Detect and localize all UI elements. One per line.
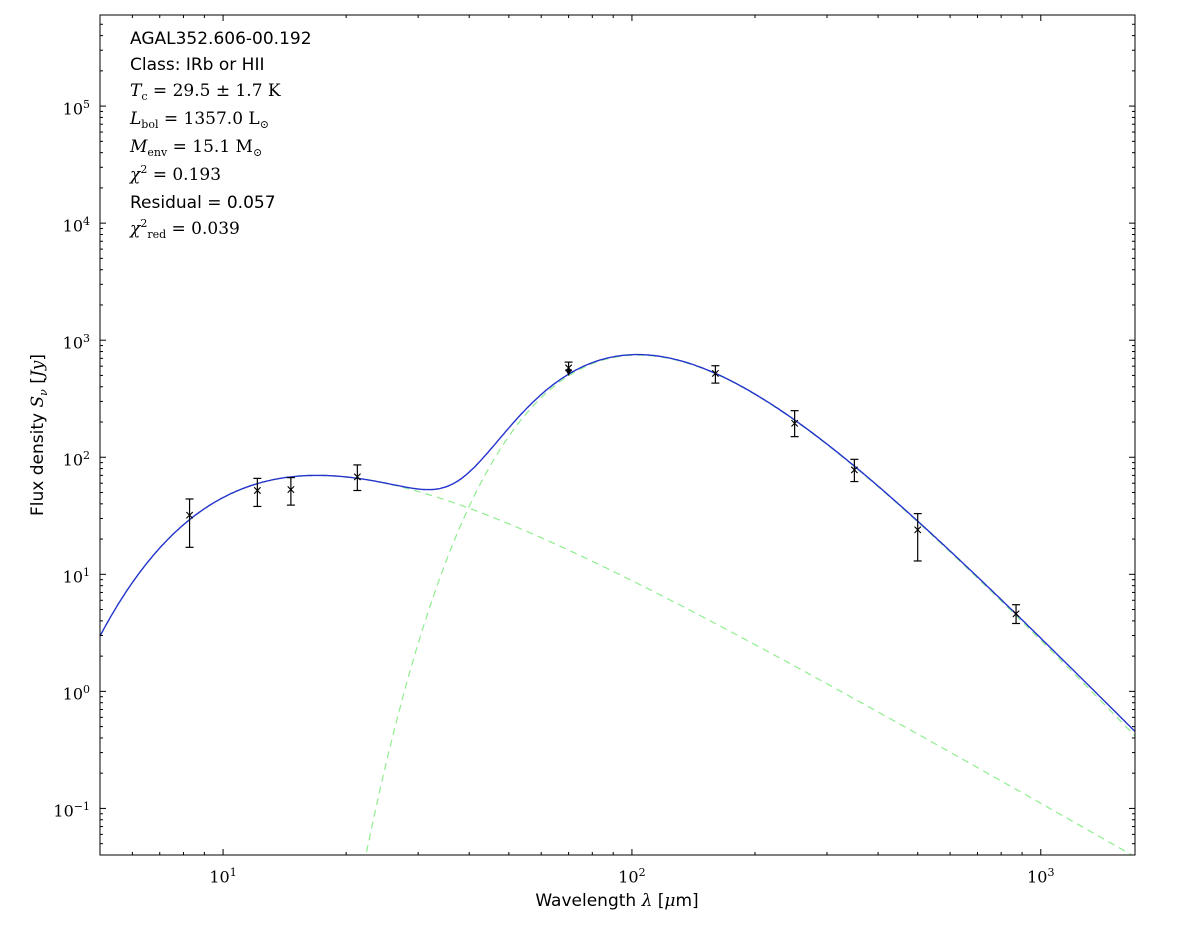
text-segment: c xyxy=(141,90,148,103)
text-segment: Wavelength xyxy=(535,891,642,911)
text-segment: Residual = 0.057 xyxy=(130,193,276,213)
text-segment: μ xyxy=(664,891,676,911)
axes-frame xyxy=(99,14,1136,856)
annotation-dust-temperature: Tc = 29.5 ± 1.7 K xyxy=(130,78,312,106)
total-fit-curve xyxy=(100,353,1135,732)
y-tick-label: 10−1 xyxy=(20,797,90,821)
text-segment: = 0.193 xyxy=(147,165,222,185)
data-point xyxy=(913,513,922,562)
text-segment: = 1357.0 L xyxy=(158,109,260,129)
tick-base: 10 xyxy=(62,450,83,470)
tick-exponent: −1 xyxy=(73,800,90,814)
text-segment: [ xyxy=(652,891,665,911)
text-segment: Jy xyxy=(28,360,48,378)
y-tick-label: 100 xyxy=(20,680,90,704)
text-segment: [ xyxy=(28,377,48,390)
annotation-envelope-mass: Menv = 15.1 M⊙ xyxy=(130,134,312,162)
data-point xyxy=(286,477,295,506)
x-tick-label: 103 xyxy=(1016,863,1066,887)
data-point xyxy=(790,410,799,438)
tick-exponent: 2 xyxy=(83,449,90,463)
warm-component-curve xyxy=(100,474,1134,855)
text-segment: 2 xyxy=(140,217,148,230)
data-point xyxy=(185,498,194,548)
tick-exponent: 2 xyxy=(638,866,646,879)
tick-base: 10 xyxy=(209,867,230,887)
text-segment: m] xyxy=(675,891,699,911)
data-points xyxy=(185,361,1021,625)
text-segment: ⊙ xyxy=(259,118,269,131)
y-tick-label: 104 xyxy=(20,212,90,236)
y-tick-label: 101 xyxy=(20,563,90,587)
text-segment: L xyxy=(130,109,142,129)
tick-base: 10 xyxy=(62,333,83,353)
text-segment: = 15.1 M xyxy=(167,137,253,157)
annotation-reduced-chi-squared: χ2red = 0.039 xyxy=(130,216,312,244)
data-point xyxy=(564,361,573,376)
y-tick-label: 102 xyxy=(20,446,90,470)
tick-base: 10 xyxy=(62,684,83,704)
text-segment: ] xyxy=(28,354,48,361)
x-tick-label: 102 xyxy=(607,863,657,887)
tick-exponent: 1 xyxy=(83,566,90,580)
y-tick-label: 103 xyxy=(20,329,90,353)
cold-dust-component-curve xyxy=(365,354,1135,855)
text-segment: env xyxy=(147,146,168,159)
y-axis-label: Flux density Sν [Jy] xyxy=(28,285,52,585)
curves xyxy=(100,353,1135,855)
data-point xyxy=(353,464,362,492)
text-segment: = 0.039 xyxy=(166,219,240,239)
text-segment: 2 xyxy=(140,163,148,176)
tick-exponent: 3 xyxy=(1047,866,1055,879)
text-segment: ⊙ xyxy=(252,146,263,159)
data-point xyxy=(253,477,262,508)
text-segment: S xyxy=(28,395,48,408)
tick-exponent: 4 xyxy=(83,215,90,229)
text-segment: bol xyxy=(141,118,159,131)
annotation-class: Class: IRb or HII xyxy=(130,52,312,78)
tick-base: 10 xyxy=(62,567,83,587)
annotation-residual: Residual = 0.057 xyxy=(130,190,312,216)
tick-base: 10 xyxy=(1027,867,1048,887)
tick-base: 10 xyxy=(53,801,74,821)
tick-base: 10 xyxy=(618,867,639,887)
text-segment: χ xyxy=(130,165,141,185)
x-axis-label: Wavelength λ [μm] xyxy=(417,891,817,911)
annotation-source-name: AGAL352.606-00.192 xyxy=(130,26,312,52)
tick-base: 10 xyxy=(62,216,83,236)
text-segment: AGAL352.606-00.192 xyxy=(130,29,312,49)
tick-exponent: 1 xyxy=(229,866,237,879)
annotation-chi-squared: χ2 = 0.193 xyxy=(130,162,312,190)
tick-base: 10 xyxy=(62,99,83,119)
text-segment: ν xyxy=(37,389,50,396)
tick-exponent: 3 xyxy=(83,332,90,346)
text-segment: χ xyxy=(130,219,141,239)
fit-parameters: AGAL352.606-00.192 Class: IRb or HII Tc = … xyxy=(130,26,312,244)
data-point xyxy=(711,365,720,384)
text-segment: Flux density xyxy=(28,407,48,516)
x-tick-label: 101 xyxy=(198,863,248,887)
text-segment: T xyxy=(130,81,142,101)
text-segment: = 29.5 ± 1.7 K xyxy=(147,81,281,101)
text-segment: Class: IRb or HII xyxy=(130,55,265,75)
text-segment: red xyxy=(147,228,167,241)
y-tick-label: 105 xyxy=(20,95,90,119)
data-point xyxy=(850,458,859,483)
annotation-bolometric-luminosity: Lbol = 1357.0 L⊙ xyxy=(130,106,312,134)
text-segment: λ xyxy=(641,891,653,911)
data-point xyxy=(1012,604,1021,625)
tick-exponent: 5 xyxy=(83,98,90,112)
tick-exponent: 0 xyxy=(83,683,90,697)
text-segment: M xyxy=(130,137,148,157)
